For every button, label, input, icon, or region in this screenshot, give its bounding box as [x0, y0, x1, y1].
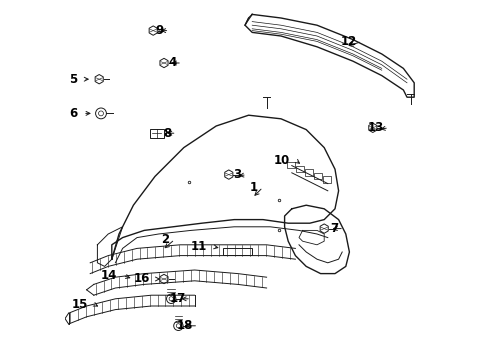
FancyBboxPatch shape	[305, 169, 313, 176]
Text: 1: 1	[249, 181, 258, 194]
Text: 15: 15	[72, 298, 88, 311]
FancyBboxPatch shape	[296, 166, 304, 172]
FancyBboxPatch shape	[323, 176, 331, 183]
Text: 8: 8	[163, 127, 171, 140]
FancyBboxPatch shape	[223, 248, 252, 255]
Text: 11: 11	[191, 240, 207, 253]
Text: 13: 13	[368, 121, 384, 134]
Text: 3: 3	[233, 168, 242, 181]
Text: 9: 9	[156, 24, 164, 37]
FancyBboxPatch shape	[315, 173, 321, 179]
Text: 2: 2	[161, 233, 170, 246]
FancyBboxPatch shape	[288, 162, 294, 168]
Text: 4: 4	[169, 57, 176, 69]
Text: 7: 7	[330, 222, 339, 235]
Text: 5: 5	[70, 73, 77, 86]
Text: 14: 14	[101, 269, 117, 282]
Text: 17: 17	[170, 292, 186, 305]
Text: 10: 10	[274, 154, 290, 167]
Text: 6: 6	[70, 107, 77, 120]
Text: 18: 18	[176, 319, 193, 332]
Text: 16: 16	[133, 273, 149, 285]
Text: 12: 12	[341, 35, 357, 48]
